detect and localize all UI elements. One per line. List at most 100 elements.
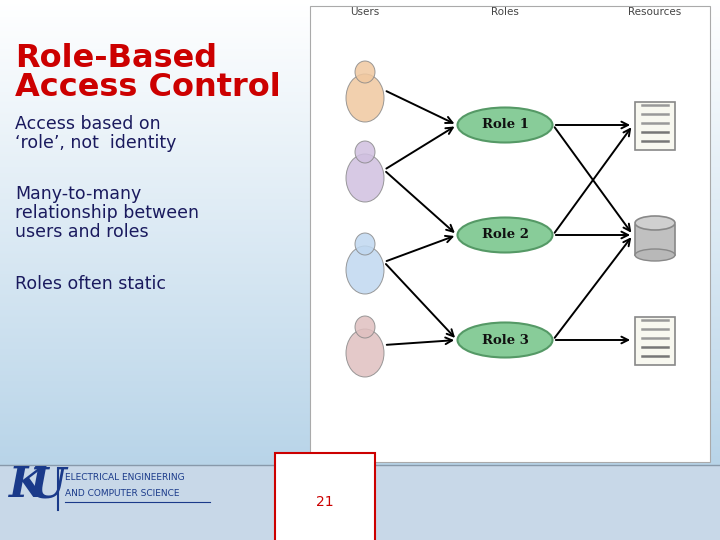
Bar bbox=[0, 307, 720, 309]
Bar bbox=[0, 245, 720, 246]
Bar bbox=[0, 340, 720, 341]
Bar bbox=[0, 338, 720, 339]
Bar bbox=[0, 50, 720, 51]
Bar bbox=[0, 98, 720, 100]
Bar bbox=[0, 35, 720, 36]
Bar bbox=[0, 77, 720, 78]
Bar bbox=[0, 427, 720, 428]
Bar bbox=[0, 423, 720, 425]
Bar bbox=[0, 293, 720, 294]
Bar bbox=[0, 85, 720, 87]
Bar bbox=[0, 48, 720, 49]
Bar bbox=[0, 125, 720, 127]
Bar bbox=[0, 328, 720, 330]
Bar bbox=[0, 51, 720, 52]
Bar bbox=[0, 111, 720, 112]
Bar bbox=[0, 107, 720, 109]
Bar bbox=[0, 433, 720, 434]
Bar bbox=[0, 202, 720, 204]
Bar bbox=[0, 437, 720, 439]
Bar bbox=[0, 190, 720, 191]
Bar bbox=[0, 146, 720, 148]
Bar bbox=[0, 10, 720, 12]
Bar bbox=[0, 415, 720, 417]
Bar bbox=[0, 264, 720, 265]
Bar bbox=[0, 407, 720, 408]
Bar bbox=[0, 369, 720, 371]
Bar bbox=[0, 388, 720, 389]
Bar bbox=[0, 310, 720, 312]
Bar bbox=[0, 389, 720, 391]
Bar bbox=[0, 314, 720, 316]
Bar bbox=[0, 163, 720, 164]
Bar bbox=[0, 379, 720, 380]
Bar bbox=[0, 399, 720, 400]
Bar bbox=[0, 382, 720, 384]
Bar bbox=[0, 269, 720, 271]
Bar bbox=[0, 444, 720, 446]
Bar bbox=[0, 105, 720, 107]
Bar bbox=[0, 239, 720, 240]
Bar bbox=[0, 15, 720, 16]
Bar bbox=[0, 436, 720, 438]
Bar bbox=[0, 435, 720, 437]
Bar bbox=[0, 259, 720, 260]
Bar bbox=[0, 198, 720, 199]
Bar bbox=[0, 199, 720, 201]
Bar bbox=[0, 186, 720, 187]
Bar bbox=[0, 320, 720, 321]
Bar bbox=[0, 334, 720, 336]
Bar bbox=[0, 278, 720, 279]
Bar bbox=[0, 403, 720, 405]
Bar bbox=[0, 312, 720, 313]
Bar bbox=[0, 456, 720, 457]
Bar bbox=[0, 9, 720, 10]
Ellipse shape bbox=[355, 141, 375, 163]
Bar bbox=[0, 158, 720, 159]
Bar bbox=[0, 180, 720, 182]
Bar bbox=[0, 315, 720, 317]
Bar bbox=[0, 97, 720, 98]
Bar bbox=[0, 94, 720, 96]
Bar bbox=[0, 394, 720, 395]
Ellipse shape bbox=[346, 246, 384, 294]
Bar bbox=[0, 409, 720, 411]
Bar bbox=[0, 254, 720, 256]
Bar bbox=[0, 286, 720, 287]
Bar bbox=[0, 251, 720, 252]
Bar bbox=[0, 368, 720, 370]
Ellipse shape bbox=[635, 249, 675, 261]
Bar bbox=[0, 214, 720, 216]
Bar bbox=[0, 118, 720, 120]
Bar bbox=[0, 406, 720, 407]
Bar bbox=[0, 133, 720, 135]
Bar bbox=[0, 253, 720, 255]
Bar bbox=[0, 43, 720, 44]
Bar bbox=[0, 215, 720, 217]
Bar bbox=[0, 70, 720, 71]
Bar bbox=[0, 309, 720, 311]
Bar bbox=[0, 281, 720, 283]
Bar bbox=[0, 265, 720, 266]
Bar bbox=[0, 303, 720, 305]
Bar bbox=[0, 260, 720, 261]
Bar bbox=[0, 249, 720, 251]
Bar bbox=[0, 272, 720, 273]
Bar bbox=[0, 37, 720, 39]
Bar bbox=[0, 266, 720, 267]
Bar bbox=[0, 228, 720, 230]
Bar bbox=[0, 343, 720, 345]
Bar bbox=[0, 195, 720, 197]
Text: Access Control: Access Control bbox=[15, 72, 281, 103]
Bar bbox=[0, 181, 720, 183]
Bar bbox=[0, 151, 720, 152]
Bar bbox=[0, 380, 720, 381]
Bar bbox=[0, 84, 720, 86]
Bar bbox=[0, 234, 720, 236]
Bar bbox=[0, 217, 720, 218]
Bar bbox=[0, 357, 720, 359]
Bar bbox=[0, 120, 720, 122]
Bar bbox=[0, 299, 720, 300]
Bar bbox=[0, 124, 720, 125]
Bar bbox=[0, 366, 720, 367]
